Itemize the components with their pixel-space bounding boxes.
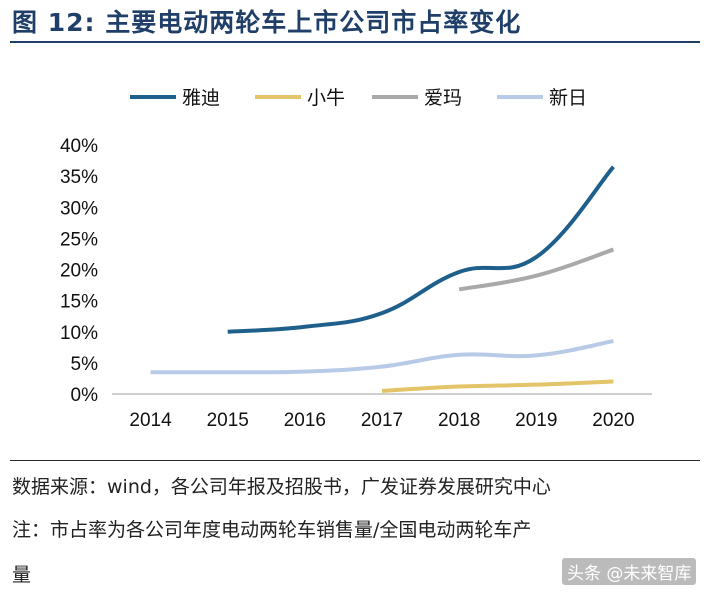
y-tick-label: 35% [60,167,98,188]
y-tick-label: 15% [60,292,98,313]
remark-note-line1: 注：市占率为各公司年度电动两轮车销售量/全国电动两轮车产 [12,519,532,541]
x-tick-label: 2016 [284,410,326,431]
x-tick-label: 2018 [438,410,480,431]
series-4-legend-label: 新日 [549,87,587,109]
notes-divider [10,460,700,461]
x-tick-label: 2014 [129,410,172,431]
series-4-line [150,339,614,375]
figure-title: 图 12: 主要电动两轮车上市公司市占率变化 [12,8,522,37]
y-tick-label: 25% [60,229,98,250]
series-2-line [381,379,614,393]
series-1-line [227,165,615,334]
y-axis: 0% 5% 10% 15% 20% 25% 30% 35% 40% [60,136,98,406]
y-tick-label: 5% [71,354,99,375]
x-tick-label: 2020 [592,410,634,431]
series-3-legend-label: 爱玛 [424,87,462,109]
x-tick-label: 2015 [207,410,249,431]
series-1-legend-label: 雅迪 [182,87,220,109]
x-tick-label: 2017 [361,410,403,431]
source-note: 数据来源：wind，各公司年报及招股书，广发证券发展研究中心 [12,476,551,498]
line-chart: 雅迪 小牛 爱玛 新日 0%5%10%15%20%25%30%35%40% 2014 2… [60,87,652,431]
series-2-legend-label: 小牛 [307,87,345,109]
watermark: 头条 @未来智库 [562,558,697,585]
x-tick-label: 2019 [515,410,557,431]
y-tick-label: 30% [60,198,98,219]
remark-note-line2: 量 [12,564,32,586]
chart-series [150,165,615,393]
title-divider [10,41,700,43]
y-tick-label: 40% [60,136,98,157]
x-axis: 2014 2015 2016 2017 2018 2019 2020 [129,410,634,431]
series-3-line [458,247,615,292]
y-tick-label: 20% [60,261,98,282]
y-tick-label: 0% [71,385,99,406]
chart-legend: 雅迪 小牛 爱玛 新日 [130,87,587,109]
y-tick-label: 10% [60,323,98,344]
